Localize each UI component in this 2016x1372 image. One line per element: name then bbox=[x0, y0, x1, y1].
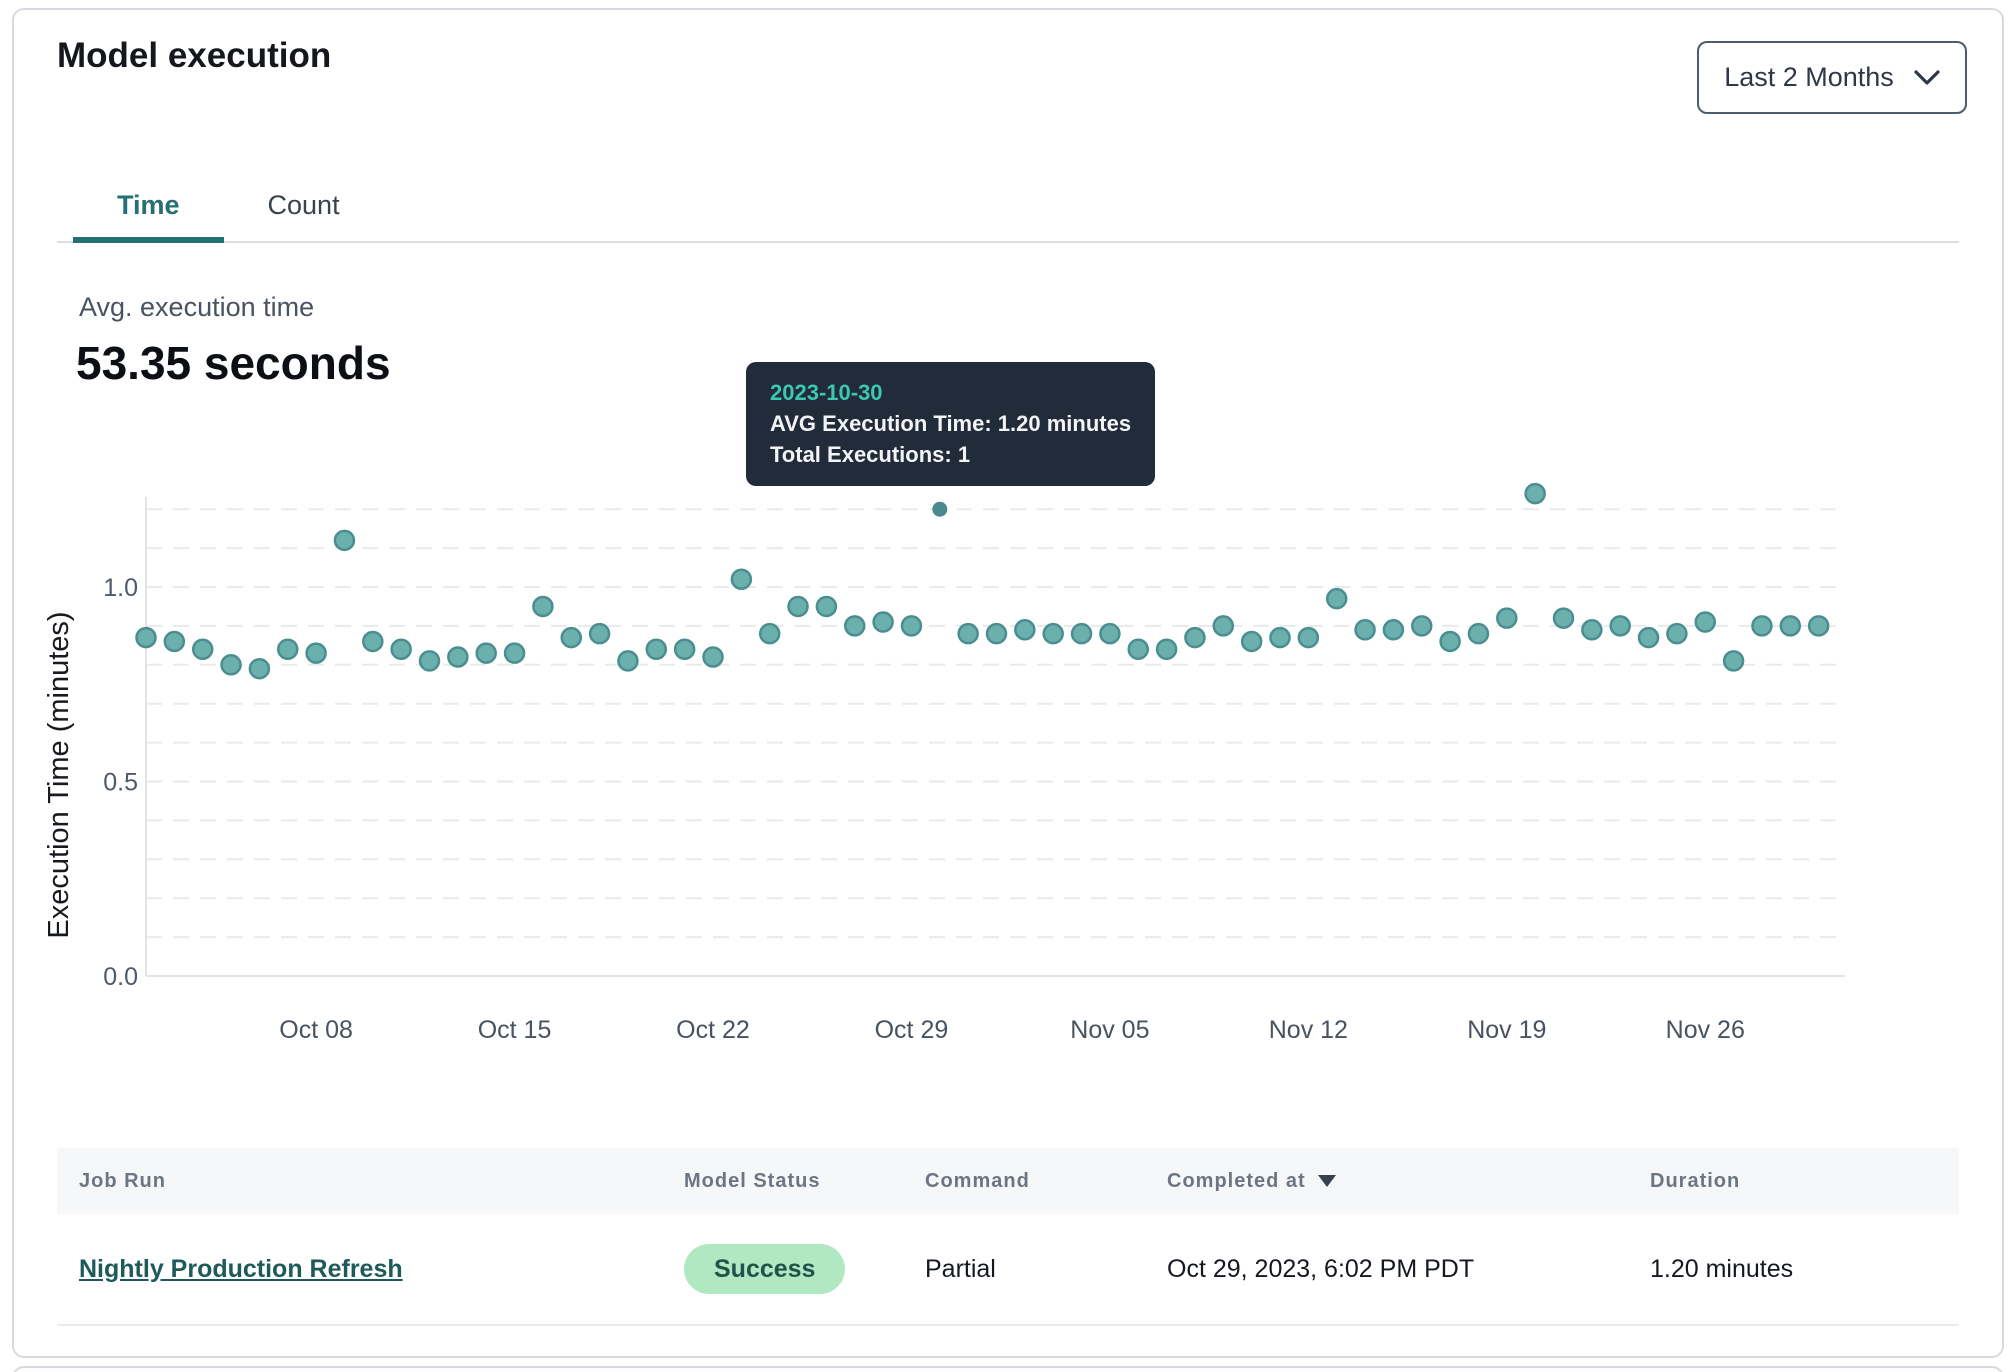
data-point[interactable] bbox=[560, 626, 582, 649]
data-point[interactable] bbox=[220, 654, 242, 676]
data-point[interactable] bbox=[1694, 611, 1716, 633]
completed-at-cell: Oct 29, 2023, 6:02 PM PDT bbox=[1167, 1254, 1475, 1283]
data-point[interactable] bbox=[1269, 626, 1291, 649]
avg-execution-time-label: Avg. execution time bbox=[79, 292, 315, 322]
duration-cell: 1.20 minutes bbox=[1650, 1254, 1794, 1283]
data-point[interactable] bbox=[1212, 615, 1235, 637]
data-point[interactable] bbox=[1240, 630, 1263, 653]
data-point[interactable] bbox=[1155, 638, 1178, 660]
tab-time[interactable]: Time bbox=[73, 170, 224, 243]
data-point[interactable] bbox=[957, 622, 979, 645]
data-point[interactable] bbox=[1496, 607, 1518, 629]
data-point[interactable] bbox=[1014, 619, 1036, 641]
column-header-model-status[interactable]: Model Status bbox=[684, 1169, 821, 1192]
data-point[interactable] bbox=[1070, 622, 1093, 645]
data-point[interactable] bbox=[1581, 619, 1603, 641]
data-point[interactable] bbox=[1524, 482, 1546, 505]
data-point[interactable] bbox=[645, 638, 668, 660]
data-point[interactable] bbox=[390, 638, 412, 660]
data-point[interactable] bbox=[305, 642, 327, 664]
data-point[interactable] bbox=[362, 630, 384, 653]
command-cell: Partial bbox=[925, 1254, 996, 1283]
data-point[interactable] bbox=[702, 646, 724, 668]
sort-desc-icon bbox=[1317, 1175, 1336, 1187]
data-point[interactable] bbox=[872, 611, 894, 633]
tooltip-avg-line: AVG Execution Time: 1.20 minutes bbox=[770, 411, 1132, 436]
data-point[interactable] bbox=[447, 646, 469, 668]
data-point[interactable] bbox=[1042, 622, 1064, 645]
status-badge: Success bbox=[684, 1244, 846, 1294]
model-status-cell: Success bbox=[684, 1214, 846, 1324]
data-point[interactable] bbox=[1552, 607, 1575, 629]
data-point[interactable] bbox=[1411, 615, 1433, 637]
data-point[interactable] bbox=[1439, 630, 1461, 653]
data-point[interactable] bbox=[673, 638, 696, 660]
data-point[interactable] bbox=[503, 642, 526, 664]
page-title: Model execution bbox=[57, 36, 332, 75]
data-point[interactable] bbox=[617, 650, 639, 672]
data-point-highlighted[interactable] bbox=[932, 501, 948, 517]
data-point[interactable] bbox=[815, 595, 838, 618]
column-header-command[interactable]: Command bbox=[925, 1169, 1030, 1192]
data-point[interactable] bbox=[844, 615, 866, 637]
data-point[interactable] bbox=[900, 615, 923, 637]
avg-execution-time-value: 53.35 seconds bbox=[76, 337, 391, 389]
data-point[interactable] bbox=[1779, 615, 1802, 637]
data-point[interactable] bbox=[985, 622, 1008, 645]
data-point[interactable] bbox=[163, 630, 186, 653]
data-point[interactable] bbox=[191, 638, 214, 660]
data-point[interactable] bbox=[418, 650, 441, 672]
data-point[interactable] bbox=[1666, 622, 1688, 645]
job-run-link[interactable]: Nightly Production Refresh bbox=[79, 1254, 403, 1283]
data-point[interactable] bbox=[277, 638, 299, 660]
data-point[interactable] bbox=[135, 626, 157, 649]
data-point[interactable] bbox=[1722, 650, 1745, 672]
column-header-completed-at[interactable]: Completed at bbox=[1167, 1148, 1336, 1214]
data-point[interactable] bbox=[333, 529, 356, 552]
date-range-value: Last 2 Months bbox=[1724, 62, 1894, 92]
data-point[interactable] bbox=[1382, 619, 1405, 641]
data-point[interactable] bbox=[1467, 622, 1490, 645]
data-point[interactable] bbox=[1751, 615, 1773, 637]
column-header-job-run[interactable]: Job Run bbox=[79, 1169, 166, 1192]
data-point[interactable] bbox=[248, 657, 271, 680]
data-point[interactable] bbox=[1099, 622, 1121, 645]
data-point[interactable] bbox=[532, 595, 554, 618]
data-point[interactable] bbox=[588, 622, 611, 645]
data-point[interactable] bbox=[730, 568, 753, 590]
data-point[interactable] bbox=[1807, 615, 1830, 637]
date-range-dropdown[interactable]: Last 2 Months bbox=[1697, 41, 1967, 114]
data-point[interactable] bbox=[475, 642, 497, 664]
data-point[interactable] bbox=[758, 622, 781, 645]
data-point[interactable] bbox=[1609, 615, 1631, 637]
model-execution-card bbox=[12, 8, 2004, 1358]
table-header: Job Run Model Status Command Completed a… bbox=[57, 1148, 1959, 1214]
data-point[interactable] bbox=[1354, 619, 1376, 641]
data-point[interactable] bbox=[1637, 626, 1660, 649]
job-run-cell: Nightly Production Refresh bbox=[79, 1214, 403, 1324]
tab-count[interactable]: Count bbox=[267, 190, 340, 220]
data-point[interactable] bbox=[1325, 587, 1348, 610]
column-header-duration[interactable]: Duration bbox=[1650, 1169, 1741, 1192]
tooltip-total-line: Total Executions: 1 bbox=[770, 442, 971, 467]
data-point[interactable] bbox=[787, 595, 809, 618]
data-point[interactable] bbox=[1127, 638, 1149, 660]
next-card-top-edge bbox=[12, 1366, 2004, 1372]
data-point[interactable] bbox=[1184, 626, 1206, 649]
tooltip-date: 2023-10-30 bbox=[770, 380, 883, 405]
data-point[interactable] bbox=[1297, 626, 1320, 649]
chart-tooltip: 2023-10-30 AVG Execution Time: 1.20 minu… bbox=[746, 362, 1156, 486]
table-row: Nightly Production Refresh Success Parti… bbox=[57, 1214, 1959, 1326]
chevron-down-icon bbox=[1914, 69, 1940, 85]
chart-tabs: Time Count bbox=[57, 170, 1959, 243]
